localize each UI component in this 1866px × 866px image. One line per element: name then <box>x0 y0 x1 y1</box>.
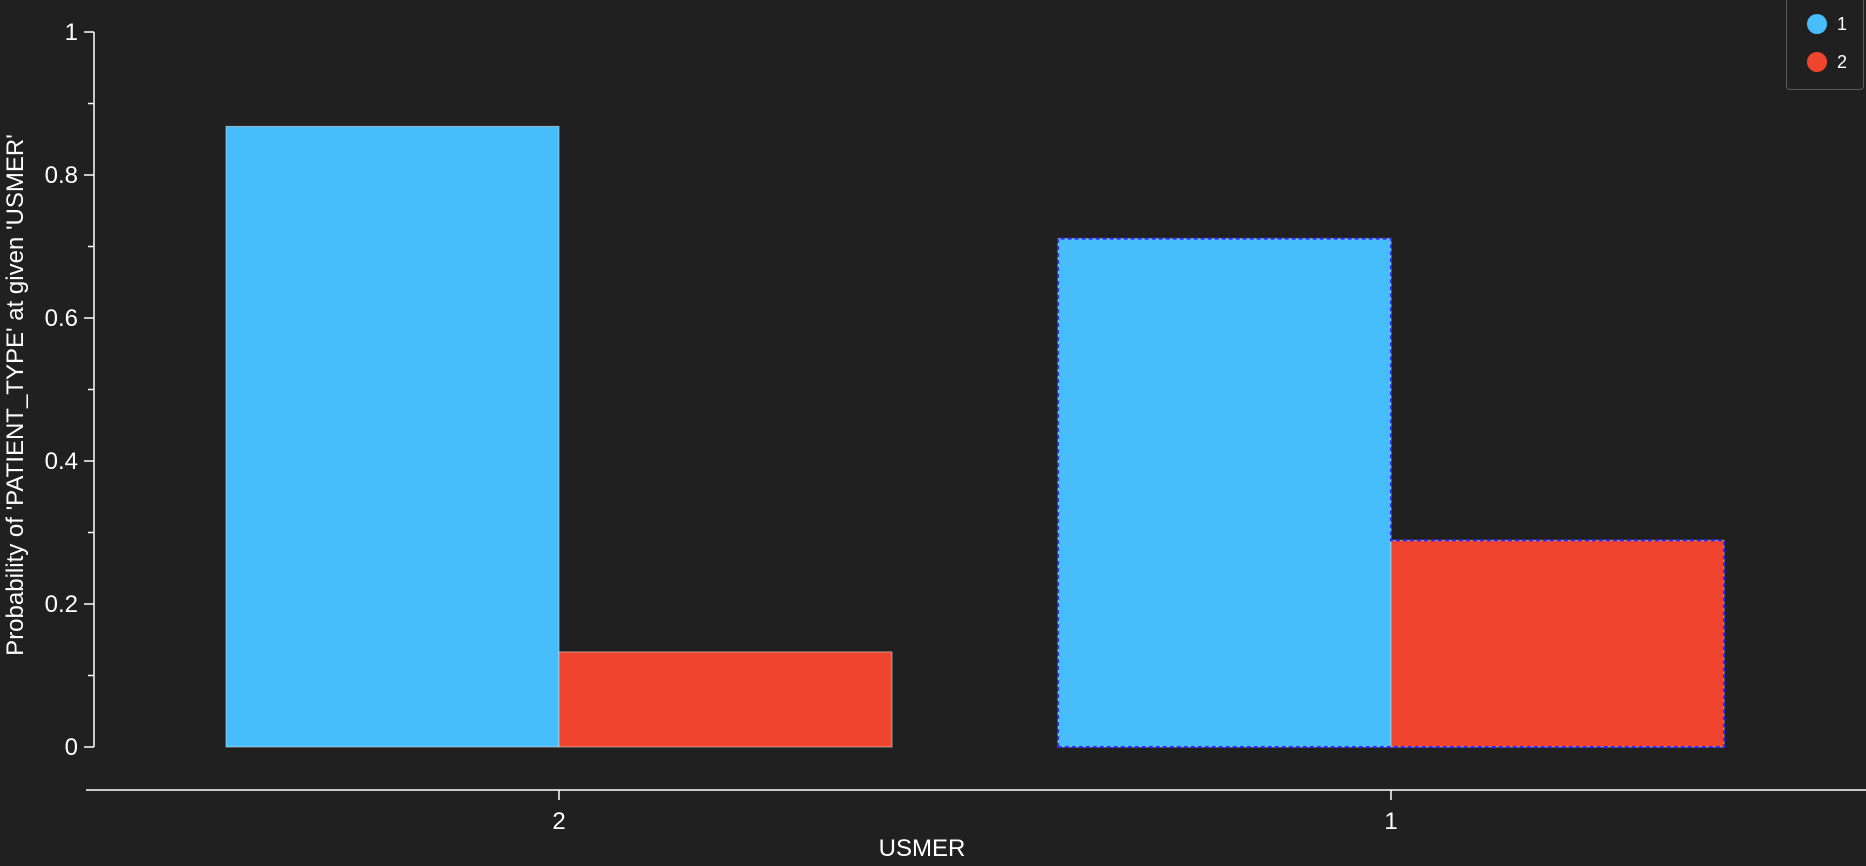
legend-swatch-2 <box>1807 52 1827 72</box>
bar-1-2[interactable] <box>225 125 560 748</box>
y-tick-label: 1 <box>65 19 78 46</box>
y-axis: 0 0.2 0.4 0.6 0.8 1 <box>45 19 95 761</box>
x-tick-label: 2 <box>552 808 565 835</box>
selection-outline <box>1057 237 1725 748</box>
y-tick-label: 0.2 <box>45 591 78 618</box>
bar-2-2[interactable] <box>558 651 893 748</box>
legend-item-1[interactable]: 1 <box>1807 12 1847 36</box>
legend-item-2[interactable]: 2 <box>1807 50 1847 74</box>
bar-1-1[interactable] <box>1057 238 1392 748</box>
bars <box>225 125 1725 748</box>
highlights <box>1057 237 1725 748</box>
y-axis-title: Probability of 'PATIENT_TYPE' at given '… <box>2 134 29 656</box>
y-tick-label: 0.8 <box>45 162 78 189</box>
y-tick-label: 0 <box>65 734 78 761</box>
bar-2-1[interactable] <box>1390 539 1725 748</box>
x-axis-title: USMER <box>879 835 966 862</box>
y-tick-label: 0.4 <box>45 448 78 475</box>
legend-label-2: 2 <box>1837 51 1848 72</box>
legend-swatch-1 <box>1807 14 1827 34</box>
legend: 1 2 <box>1786 0 1864 90</box>
y-tick-label: 0.6 <box>45 305 78 332</box>
legend-label-1: 1 <box>1837 13 1848 34</box>
x-tick-label: 1 <box>1384 808 1397 835</box>
